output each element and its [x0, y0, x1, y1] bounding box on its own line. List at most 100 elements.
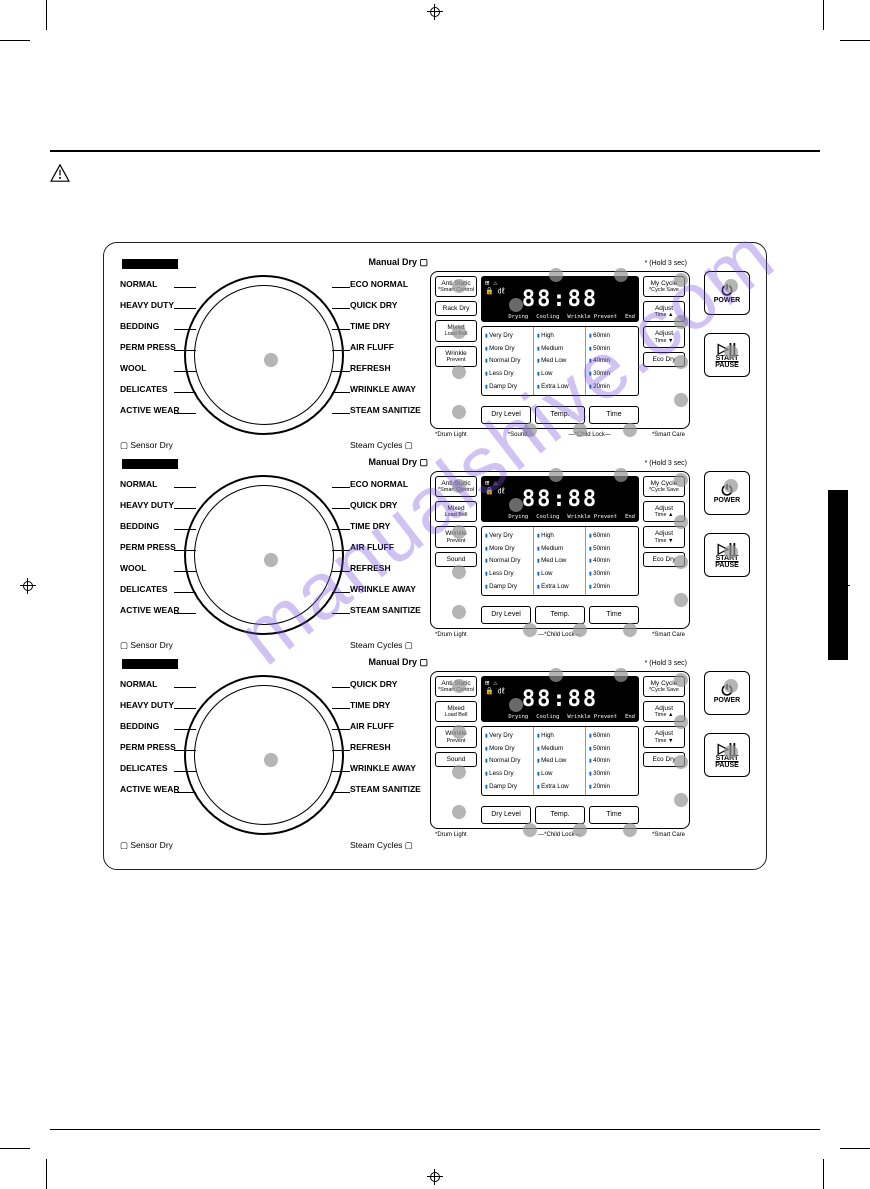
option-button[interactable]: MixedLoad Bell: [435, 501, 477, 522]
display-panel: * (Hold 3 sec)Anti Static*Smart ControlM…: [430, 471, 690, 629]
option-button[interactable]: AdjustTime ▼: [643, 526, 685, 547]
setting-button[interactable]: Time: [589, 606, 639, 624]
setting-button[interactable]: Dry Level: [481, 806, 531, 824]
main-setting-buttons: Dry LevelTemp.Time: [481, 606, 639, 624]
label-line: [332, 413, 350, 414]
registration-mark: [20, 578, 36, 594]
callout-marker: [614, 268, 628, 282]
setting-button[interactable]: Dry Level: [481, 406, 531, 424]
manual-dry-label: Manual Dry ▢: [368, 657, 428, 668]
settings-column: HighMediumMed LowLowExtra Low: [534, 727, 586, 795]
lcd-stage-labels: DryingCoolingWrinkle PreventEnd: [493, 314, 635, 320]
model-bar: [122, 459, 178, 469]
cycle-dial[interactable]: [184, 275, 344, 435]
setting-button[interactable]: Temp.: [535, 606, 585, 624]
setting-button[interactable]: Time: [589, 806, 639, 824]
lcd-stage-labels: DryingCoolingWrinkle PreventEnd: [493, 514, 635, 520]
label-line: [332, 708, 350, 709]
power-button[interactable]: ⏻POWER: [704, 271, 750, 315]
dial-labels-right: QUICK DRYTIME DRYAIR FLUFFREFRESHWRINKLE…: [350, 679, 421, 805]
callout-marker: [264, 753, 278, 767]
option-button[interactable]: WrinklePrevent: [435, 346, 477, 367]
crop-mark: [823, 1159, 824, 1189]
option-button[interactable]: Rack Dry: [435, 301, 477, 316]
callout-marker: [674, 673, 688, 687]
option-button[interactable]: AdjustTime ▼: [643, 326, 685, 347]
cycle-dial[interactable]: [184, 675, 344, 835]
steam-cycles-label: Steam Cycles ▢: [350, 840, 413, 851]
callout-marker: [523, 823, 537, 837]
power-button[interactable]: ⏻POWER: [704, 471, 750, 515]
callout-marker: [573, 423, 587, 437]
settings-column: 60min50min40min30min20min: [586, 527, 638, 595]
dial-labels-right: ECO NORMALQUICK DRYTIME DRYAIR FLUFFREFR…: [350, 479, 421, 626]
label-line: [174, 729, 196, 730]
footnote-labels: *Drum Light—*Child Lock—*Smart Care: [435, 832, 685, 838]
label-line: [332, 687, 350, 688]
label-line: [332, 529, 350, 530]
callout-marker: [549, 268, 563, 282]
settings-grid: Very DryMore DryNormal DryLess DryDamp D…: [481, 726, 639, 796]
callout-marker: [623, 823, 637, 837]
label-line: [174, 571, 196, 572]
callout-marker: [724, 545, 738, 559]
section-rule: [50, 150, 820, 152]
sensor-dry-label: ▢ Sensor Dry: [120, 640, 173, 651]
label-line: [174, 708, 196, 709]
label-line: [174, 371, 196, 372]
registration-mark: [427, 4, 443, 20]
label-line: [332, 729, 350, 730]
label-line: [332, 750, 350, 751]
callout-marker: [452, 679, 466, 693]
setting-button[interactable]: Temp.: [535, 806, 585, 824]
label-line: [174, 550, 196, 551]
registration-mark: [427, 1169, 443, 1185]
dial-labels-right: ECO NORMALQUICK DRYTIME DRYAIR FLUFFREFR…: [350, 279, 421, 426]
callout-marker: [452, 279, 466, 293]
display-panel: * (Hold 3 sec)Anti Static*Smart ControlM…: [430, 671, 690, 829]
settings-column: 60min50min40min30min20min: [586, 327, 638, 395]
label-line: [332, 571, 350, 572]
lcd-time: 88:88: [522, 487, 598, 512]
callout-marker: [674, 715, 688, 729]
callout-marker: [452, 805, 466, 819]
callout-marker: [452, 605, 466, 619]
label-line: [174, 329, 196, 330]
label-line: [332, 392, 350, 393]
callout-marker: [549, 468, 563, 482]
power-button[interactable]: ⏻POWER: [704, 671, 750, 715]
display-panel: * (Hold 3 sec)Anti Static*Smart ControlR…: [430, 271, 690, 429]
lcd-display: ⊞ ♨🔒 ㎗88:88DryingCoolingWrinkle PreventE…: [481, 276, 639, 322]
callout-marker: [509, 498, 523, 512]
cycle-dial[interactable]: [184, 475, 344, 635]
option-button[interactable]: AdjustTime ▼: [643, 726, 685, 747]
crop-mark: [840, 1148, 870, 1149]
model-bar: [122, 659, 178, 669]
settings-column: 60min50min40min30min20min: [586, 727, 638, 795]
settings-column: Very DryMore DryNormal DryLess DryDamp D…: [482, 527, 534, 595]
option-button[interactable]: MixedLoad Bell: [435, 701, 477, 722]
label-line: [332, 487, 350, 488]
callout-marker: [614, 468, 628, 482]
label-line: [332, 592, 350, 593]
callout-marker: [452, 365, 466, 379]
setting-button[interactable]: Time: [589, 406, 639, 424]
callout-marker: [724, 479, 738, 493]
callout-marker: [674, 515, 688, 529]
label-line: [332, 508, 350, 509]
callout-marker: [674, 755, 688, 769]
callout-marker: [452, 405, 466, 419]
manual-dry-label: Manual Dry ▢: [368, 257, 428, 268]
setting-button[interactable]: Temp.: [535, 406, 585, 424]
setting-button[interactable]: Dry Level: [481, 606, 531, 624]
label-line: [332, 771, 350, 772]
callout-marker: [264, 353, 278, 367]
label-line: [174, 792, 196, 793]
callout-marker: [724, 279, 738, 293]
callout-marker: [452, 479, 466, 493]
callout-marker: [674, 355, 688, 369]
panel-variant-2: Manual Dry ▢NORMALHEAVY DUTYBEDDINGPERM …: [114, 453, 756, 653]
label-line: [332, 350, 350, 351]
page-tab: [828, 490, 848, 660]
control-panel-diagram: Manual Dry ▢NORMALHEAVY DUTYBEDDINGPERM …: [103, 242, 767, 870]
